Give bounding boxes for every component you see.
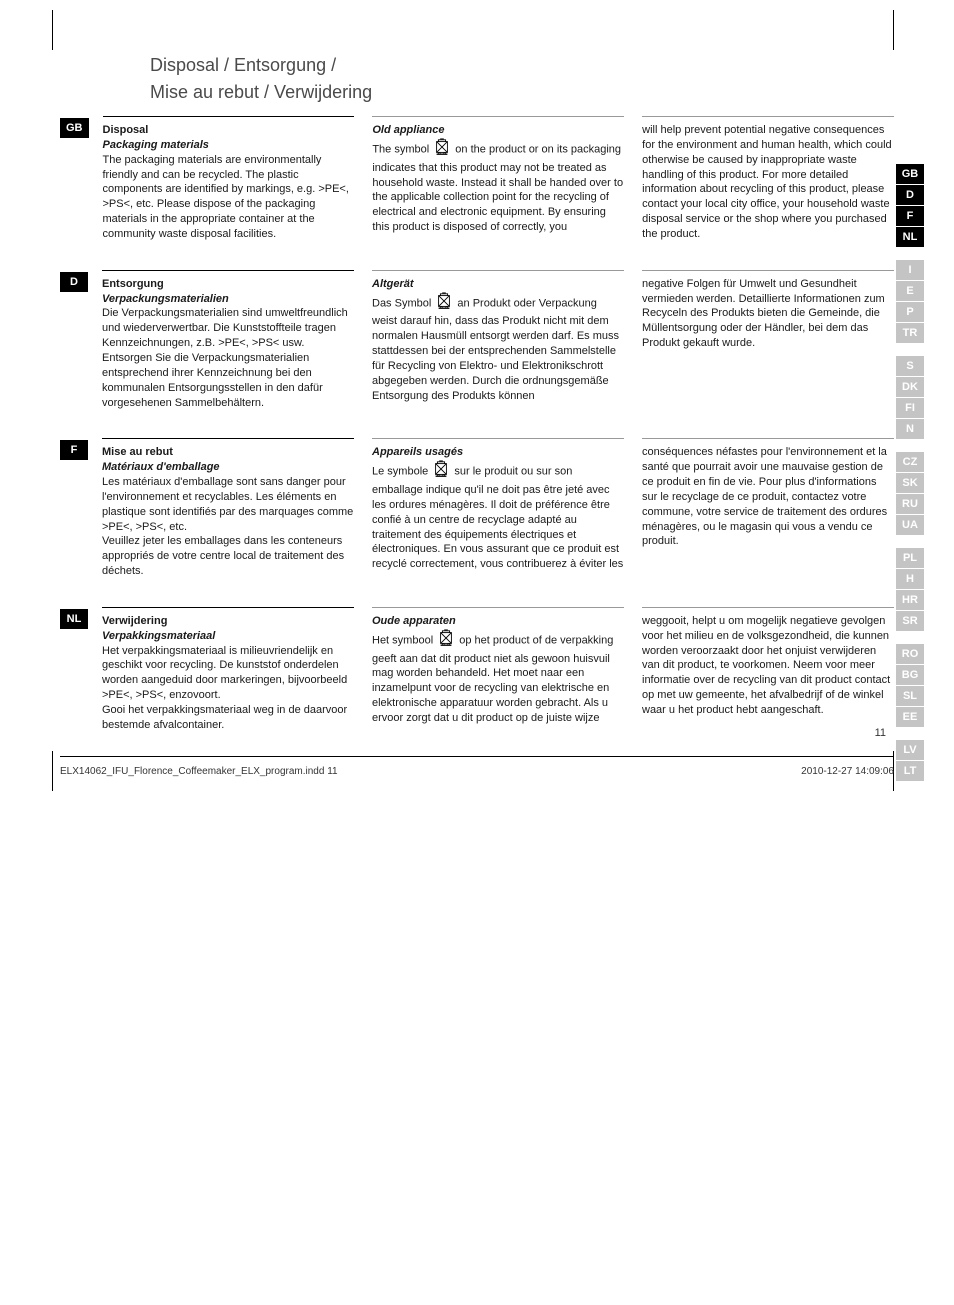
tab-group-gap (896, 440, 924, 452)
col-packaging: Verwijdering Verpakkingsmateriaal Het ve… (102, 607, 354, 733)
col-continuation: will help prevent potential negative con… (642, 116, 894, 242)
lang-tab-cz[interactable]: CZ (896, 452, 924, 472)
lang-badge: GB (60, 118, 89, 138)
tab-group-gap (896, 632, 924, 644)
lang-tab-dk[interactable]: DK (896, 377, 924, 397)
body-text: Le symbole sur le produit ou sur son emb… (372, 460, 624, 572)
weee-icon (436, 292, 452, 315)
lang-tab-p[interactable]: P (896, 302, 924, 322)
lang-tab-ro[interactable]: RO (896, 644, 924, 664)
language-tabs: GBDFNL IEPTR SDKFIN CZSKRUUA PLHHRSR ROBGSLEE… (896, 164, 924, 782)
body-text: The symbol on the product or on its pack… (372, 138, 624, 235)
section-subtitle: Verpackungsmaterialien (102, 292, 354, 307)
section-subtitle: Packaging materials (103, 138, 355, 153)
section-subtitle: Appareils usagés (372, 445, 624, 460)
section-title: Disposal (103, 123, 355, 138)
section-title: Entsorgung (102, 277, 354, 292)
footer-timestamp: 2010-12-27 14:09:06 (801, 766, 894, 777)
tab-group-gap (896, 248, 924, 260)
section-subtitle: Verpakkingsmateriaal (102, 629, 354, 644)
lang-tab-sr[interactable]: SR (896, 611, 924, 631)
col-packaging: Mise au rebut Matériaux d'emballage Les … (102, 438, 354, 579)
body-text: Het symbool op het product of de verpakk… (372, 629, 624, 726)
col-packaging: Disposal Packaging materials The packagi… (103, 116, 355, 242)
title-line-2: Mise au rebut / Verwijdering (150, 79, 894, 106)
lang-tab-ru[interactable]: RU (896, 494, 924, 514)
page-title: Disposal / Entsorgung / Mise au rebut / … (150, 52, 894, 106)
col-old-appliance: Oude apparaten Het symbool op het produc… (372, 607, 624, 733)
section-subtitle: Matériaux d'emballage (102, 460, 354, 475)
lang-tab-sl[interactable]: SL (896, 686, 924, 706)
body-text: conséquences néfastes pour l'environneme… (642, 445, 894, 549)
page-number: 11 (875, 727, 886, 739)
weee-icon (433, 460, 449, 483)
lang-tab-sk[interactable]: SK (896, 473, 924, 493)
col-packaging: Entsorgung Verpackungsmaterialien Die Ve… (102, 270, 354, 411)
lang-tab-d[interactable]: D (896, 185, 924, 205)
body-text: negative Folgen für Umwelt und Gesundhei… (642, 277, 894, 351)
lang-tab-bg[interactable]: BG (896, 665, 924, 685)
lang-tab-e[interactable]: E (896, 281, 924, 301)
language-section-f: F Mise au rebut Matériaux d'emballage Le… (60, 438, 894, 579)
lang-tab-s[interactable]: S (896, 356, 924, 376)
lang-badge: F (60, 440, 88, 460)
col-old-appliance: Altgerät Das Symbol an Produkt oder Verp… (372, 270, 624, 411)
footer-filename: ELX14062_IFU_Florence_Coffeemaker_ELX_pr… (60, 766, 338, 777)
body-text: will help prevent potential negative con… (642, 123, 894, 242)
section-subtitle: Altgerät (372, 277, 624, 292)
title-line-1: Disposal / Entsorgung / (150, 52, 894, 79)
lang-tab-pl[interactable]: PL (896, 548, 924, 568)
section-title: Verwijdering (102, 614, 354, 629)
body-text: The packaging materials are environmenta… (103, 153, 355, 242)
col-old-appliance: Old appliance The symbol on the product … (372, 116, 624, 242)
body-text: Die Verpackungsmaterialien sind umweltfr… (102, 306, 354, 410)
col-old-appliance: Appareils usagés Le symbole sur le produ… (372, 438, 624, 579)
section-title: Mise au rebut (102, 445, 354, 460)
body-text: Das Symbol an Produkt oder Verpackung we… (372, 292, 624, 404)
body-text: Les matériaux d'emballage sont sans dang… (102, 475, 354, 579)
lang-tab-fi[interactable]: FI (896, 398, 924, 418)
body-text: Het verpakkingsmateriaal is milieuvriend… (102, 644, 354, 733)
footer-rule (60, 756, 894, 757)
lang-tab-n[interactable]: N (896, 419, 924, 439)
lang-tab-ua[interactable]: UA (896, 515, 924, 535)
lang-tab-lv[interactable]: LV (896, 740, 924, 760)
col-continuation: conséquences néfastes pour l'environneme… (642, 438, 894, 579)
weee-icon (434, 138, 450, 161)
weee-icon (438, 629, 454, 652)
lang-tab-ee[interactable]: EE (896, 707, 924, 727)
lang-tab-i[interactable]: I (896, 260, 924, 280)
lang-tab-f[interactable]: F (896, 206, 924, 226)
lang-tab-hr[interactable]: HR (896, 590, 924, 610)
body-text: weggooit, helpt u om mogelijk negatieve … (642, 614, 894, 718)
col-continuation: weggooit, helpt u om mogelijk negatieve … (642, 607, 894, 733)
tab-group-gap (896, 536, 924, 548)
lang-badge: D (60, 272, 88, 292)
lang-tab-gb[interactable]: GB (896, 164, 924, 184)
lang-tab-lt[interactable]: LT (896, 761, 924, 781)
section-subtitle: Old appliance (372, 123, 624, 138)
tab-group-gap (896, 344, 924, 356)
section-subtitle: Oude apparaten (372, 614, 624, 629)
language-section-nl: NL Verwijdering Verpakkingsmateriaal Het… (60, 607, 894, 733)
lang-tab-nl[interactable]: NL (896, 227, 924, 247)
col-continuation: negative Folgen für Umwelt und Gesundhei… (642, 270, 894, 411)
language-section-gb: GB Disposal Packaging materials The pack… (60, 116, 894, 242)
lang-badge: NL (60, 609, 88, 629)
language-section-d: D Entsorgung Verpackungsmaterialien Die … (60, 270, 894, 411)
lang-tab-h[interactable]: H (896, 569, 924, 589)
lang-tab-tr[interactable]: TR (896, 323, 924, 343)
tab-group-gap (896, 728, 924, 740)
